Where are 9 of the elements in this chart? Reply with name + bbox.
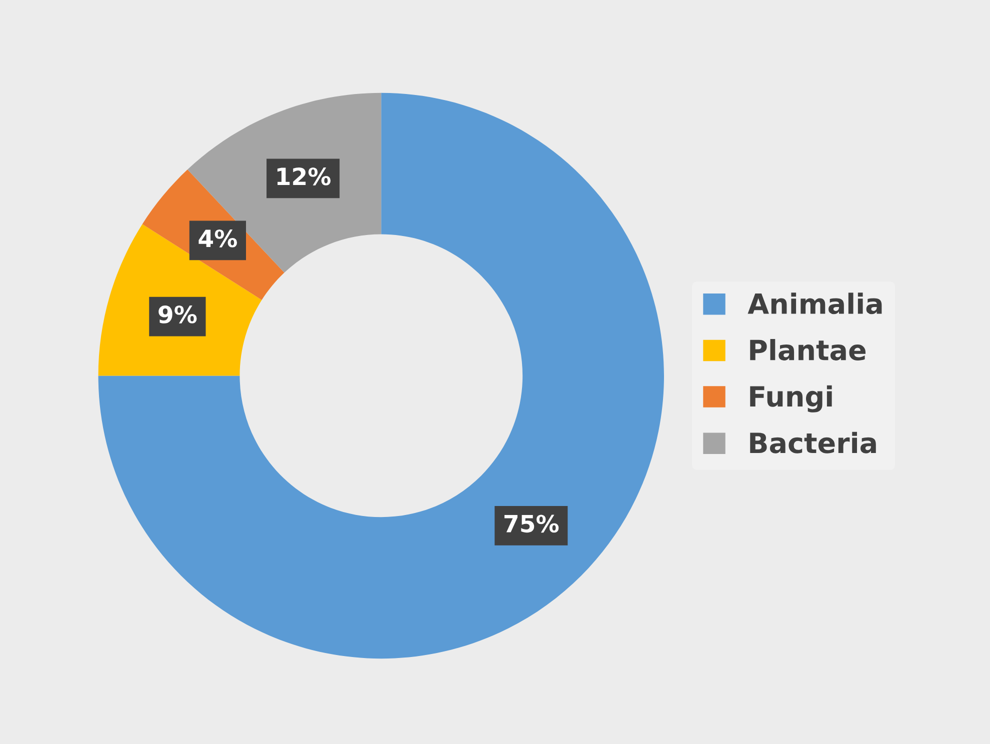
- legend-label: Bacteria: [750, 432, 876, 454]
- data-label: 75%: [504, 514, 559, 533]
- donut-slice: [98, 92, 664, 659]
- data-label: 9%: [158, 306, 197, 324]
- legend-label: Fungi: [750, 385, 832, 412]
- data-label: 4%: [198, 229, 237, 248]
- data-label: 12%: [277, 167, 331, 186]
- legend-label: Plantae: [750, 339, 866, 361]
- legend-label: Animalia: [748, 292, 882, 314]
